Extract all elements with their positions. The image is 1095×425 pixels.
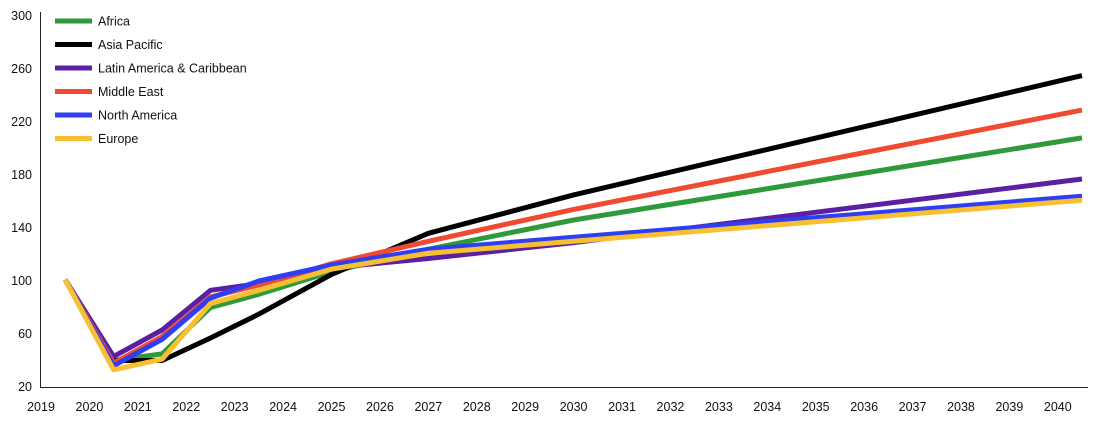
x-tick-label: 2037: [899, 400, 927, 414]
legend-label: Asia Pacific: [98, 38, 163, 52]
series-line-north-america: [63, 193, 1083, 369]
x-tick-label: 2040: [1044, 400, 1072, 414]
x-tick-label: 2020: [76, 400, 104, 414]
x-tick-label: 2024: [269, 400, 297, 414]
x-tick-label: 2039: [995, 400, 1023, 414]
series-line-africa: [63, 135, 1083, 363]
x-tick-label: 2035: [802, 400, 830, 414]
x-tick-label: 2036: [850, 400, 878, 414]
y-tick-label: 300: [11, 9, 32, 23]
legend-label: Africa: [98, 15, 130, 29]
legend-label: Latin America & Caribbean: [98, 62, 247, 76]
y-axis-ticks: 300 260 220 180 140 100 60 20: [11, 9, 32, 394]
x-tick-label: 2025: [318, 400, 346, 414]
x-tick-label: 2030: [560, 400, 588, 414]
series-line-latin-america-caribbean: [63, 176, 1083, 359]
x-tick-label: 2033: [705, 400, 733, 414]
x-tick-label: 2031: [608, 400, 636, 414]
x-tick-label: 2026: [366, 400, 394, 414]
x-axis-ticks: 2019 2020 2021 2022 2023 2024 2025 2026 2027 2028…: [27, 400, 1072, 414]
x-tick-label: 2019: [27, 400, 55, 414]
y-tick-label: 140: [11, 221, 32, 235]
legend: Africa Asia Pacific Latin America & Caribb…: [55, 15, 247, 146]
x-tick-label: 2021: [124, 400, 152, 414]
x-tick-label: 2028: [463, 400, 491, 414]
y-tick-label: 220: [11, 115, 32, 129]
x-tick-label: 2022: [172, 400, 200, 414]
legend-label: Middle East: [98, 85, 164, 99]
series-lines: [62, 73, 1083, 373]
x-tick-label: 2023: [221, 400, 249, 414]
x-tick-label: 2027: [414, 400, 442, 414]
series-line-europe: [62, 197, 1083, 373]
y-tick-label: 260: [11, 62, 32, 76]
legend-label: North America: [98, 109, 177, 123]
x-tick-label: 2038: [947, 400, 975, 414]
series-line-asia-pacific: [63, 73, 1083, 363]
x-tick-label: 2032: [657, 400, 685, 414]
x-tick-label: 2034: [753, 400, 781, 414]
legend-label: Europe: [98, 132, 138, 146]
y-tick-label: 180: [11, 168, 32, 182]
y-tick-label: 100: [11, 274, 32, 288]
y-tick-label: 60: [18, 327, 32, 341]
y-tick-label: 20: [18, 380, 32, 394]
x-tick-label: 2029: [511, 400, 539, 414]
